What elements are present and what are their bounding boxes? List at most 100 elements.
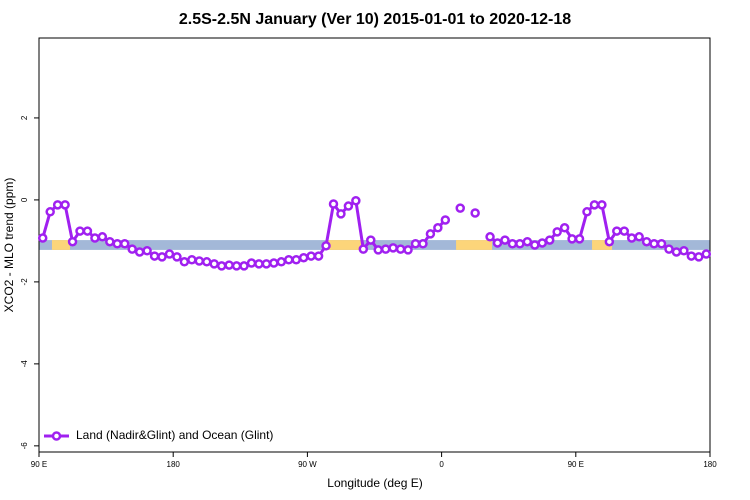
data-point (37, 233, 48, 243)
data-point (97, 232, 108, 242)
data-point (373, 245, 383, 255)
data-point (597, 200, 607, 210)
data-point (105, 236, 115, 247)
data-point (313, 251, 324, 261)
x-axis-title: Longitude (deg E) (327, 476, 422, 490)
data-point (194, 256, 205, 266)
data-point (172, 252, 182, 262)
land-band (592, 240, 613, 250)
data-point (619, 226, 630, 236)
land-band (327, 240, 362, 250)
y-tick-label: -2 (20, 278, 29, 286)
data-point (328, 199, 339, 209)
legend-label: Land (Nadir&Glint) and Ocean (Glint) (76, 428, 273, 442)
x-tick-label: 90 E (31, 460, 47, 469)
x-tick-label: 90 E (568, 460, 584, 469)
data-point (358, 244, 369, 254)
data-point (254, 259, 264, 269)
y-tick-label: -4 (20, 360, 29, 368)
x-tick-label: 90 W (298, 460, 317, 469)
data-point (127, 244, 137, 254)
data-point (224, 260, 234, 270)
y-tick-label: -6 (20, 442, 29, 450)
data-point (134, 247, 145, 257)
x-tick-label: 180 (703, 460, 717, 469)
data-point (559, 223, 570, 233)
data-point (60, 200, 70, 210)
legend-marker (51, 431, 62, 441)
data-point (522, 236, 533, 247)
data-point (664, 244, 674, 254)
data-point (321, 241, 331, 251)
data-point (343, 201, 354, 211)
data-point (149, 251, 160, 261)
data-point (395, 244, 406, 254)
data-point (641, 236, 652, 247)
data-point (202, 257, 212, 267)
data-point (380, 244, 391, 254)
data-point (515, 239, 525, 249)
data-point (649, 239, 659, 249)
data-point (500, 235, 510, 245)
data-point (694, 252, 704, 262)
data-point (537, 238, 547, 248)
data-point (626, 233, 637, 243)
data-point (179, 257, 190, 267)
data-point (216, 261, 227, 271)
data-point (492, 238, 503, 248)
data-point (544, 235, 555, 245)
data-point (75, 226, 85, 236)
data-point (291, 255, 301, 265)
data-point (119, 239, 130, 249)
data-point (142, 245, 152, 256)
data-point (470, 208, 480, 218)
data-point (90, 233, 100, 243)
data-point (388, 243, 398, 253)
data-point (261, 259, 272, 269)
data-point (634, 232, 644, 242)
data-point (239, 261, 249, 271)
y-axis-title: XCO2 - MLO trend (ppm) (2, 178, 16, 313)
data-point (656, 239, 667, 249)
data-point (455, 203, 465, 213)
data-point (686, 251, 697, 261)
data-point (485, 232, 495, 242)
x-tick-label: 180 (167, 460, 181, 469)
data-point (336, 209, 346, 219)
data-point (82, 226, 93, 236)
data-point (284, 255, 294, 265)
data-point (246, 258, 257, 268)
data-point (410, 239, 421, 249)
data-point (52, 200, 63, 210)
data-point (701, 249, 712, 259)
data-point (440, 215, 451, 225)
data-point (306, 251, 316, 261)
data-point (351, 195, 361, 206)
data-point (366, 235, 376, 245)
plot-frame (38, 37, 711, 453)
data-point (679, 245, 689, 256)
data-point (604, 236, 615, 247)
data-point (530, 240, 540, 250)
data-point (403, 245, 413, 255)
land-band (51, 240, 71, 250)
data-point (112, 239, 123, 249)
data-point (187, 255, 197, 265)
y-tick-label: 0 (20, 197, 29, 202)
data-point (209, 259, 219, 269)
data-point (552, 227, 562, 237)
series-line (41, 198, 707, 268)
data-point (574, 234, 585, 244)
data-point (269, 258, 279, 268)
data-point (582, 207, 592, 217)
chart-title: 2.5S-2.5N January (Ver 10) 2015-01-01 to… (179, 11, 571, 28)
data-point (425, 229, 436, 239)
data-point (433, 223, 443, 233)
data-point (612, 226, 622, 236)
data-point (276, 257, 287, 267)
data-point (298, 252, 309, 263)
data-point (507, 239, 518, 249)
data-point (45, 207, 55, 217)
x-tick-label: 0 (439, 460, 444, 469)
